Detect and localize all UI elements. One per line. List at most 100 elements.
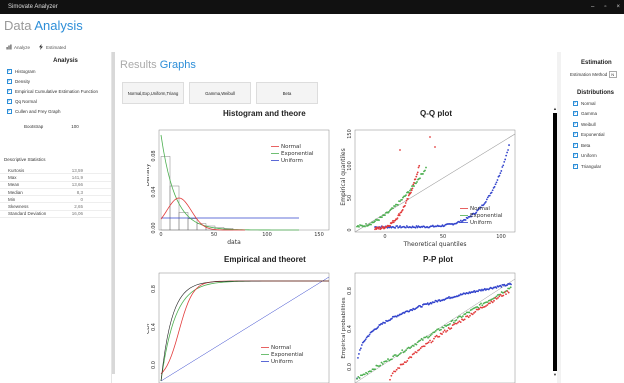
- checkbox-check-icon[interactable]: ✓: [573, 162, 578, 169]
- checkbox-check-icon[interactable]: ✓: [7, 87, 12, 94]
- dist-uniform[interactable]: ✓ Uniform: [573, 151, 624, 162]
- maximize-button[interactable]: ▫: [604, 4, 607, 10]
- option-ecdf[interactable]: ✓ Empirical Cumulative Estimation Functio…: [7, 86, 111, 96]
- histogram-plot: 0 50 100 150 0.00 0.04 0.08 data Density NormalEx…: [147, 129, 330, 246]
- pp-normal-point: [446, 329, 449, 332]
- pp-uniform-point: [506, 284, 509, 287]
- results-scrollbar[interactable]: [553, 113, 557, 371]
- option-cullen-frey[interactable]: ✓ Cullen and Frey Graph: [7, 106, 111, 116]
- qq-normal-point: [407, 194, 410, 197]
- pp-normal-point: [441, 333, 443, 335]
- qq-plot-title: Q-Q plot: [420, 109, 452, 118]
- lightning-icon: [39, 44, 44, 50]
- pp-normal-point: [486, 304, 489, 306]
- qq-uniform-point: [478, 207, 481, 210]
- option-density[interactable]: ✓ Density: [7, 76, 111, 86]
- pp-normal-point: [417, 349, 419, 352]
- close-button[interactable]: ×: [616, 4, 620, 10]
- qq-uniform-point: [415, 225, 418, 227]
- pp-exponential-point: [476, 306, 479, 308]
- stat-row: Mean 13,66: [0, 182, 111, 189]
- scroll-down-icon[interactable]: ▼: [553, 372, 557, 377]
- estimation-heading: Estimation: [581, 60, 612, 66]
- pp-exponential-point: [427, 336, 429, 339]
- checkbox-check-icon[interactable]: ✓: [7, 67, 12, 74]
- y-tick-label: 50: [347, 195, 353, 201]
- pp-exponential-point: [431, 333, 433, 335]
- qq-uniform-point: [459, 219, 462, 222]
- tab-beta[interactable]: Beta: [256, 82, 318, 104]
- minimize-button[interactable]: –: [591, 4, 595, 10]
- tab-gamma-weibull[interactable]: Gamma,Weibull: [189, 82, 251, 104]
- pp-normal-point: [490, 300, 493, 303]
- dist-weibull[interactable]: ✓ Weibull: [573, 119, 624, 130]
- bootstrap-row: Bootstrap 100: [24, 124, 111, 129]
- pp-exponential-point: [380, 361, 383, 364]
- pp-exponential-point: [437, 328, 440, 330]
- dist-normal[interactable]: ✓ Normal: [573, 98, 624, 109]
- checkbox-check-icon[interactable]: ✓: [573, 110, 578, 117]
- pp-normal-point: [430, 341, 433, 344]
- qq-exponential-point: [384, 214, 386, 216]
- pp-normal-point: [423, 345, 426, 348]
- tab-normal-exp-uniform-triang[interactable]: Normal,Exp,Uniform,Triang: [122, 82, 184, 104]
- qq-exponential-point: [388, 210, 390, 213]
- option-qq-normal[interactable]: ✓ Qq Normal: [7, 96, 111, 106]
- pp-exponential-point: [485, 301, 488, 304]
- pp-exponential-point: [447, 323, 450, 326]
- pp-exponential-point: [478, 303, 481, 306]
- dist-gamma[interactable]: ✓ Gamma: [573, 109, 624, 120]
- pp-normal-point: [427, 341, 430, 344]
- pp-exponential-point: [402, 351, 405, 354]
- distribution-options: ✓ Normal ✓ Gamma ✓ Weibull ✓ Exponential ✓ Be…: [561, 98, 624, 172]
- estimation-method-select[interactable]: N: [609, 71, 618, 78]
- results-area: Results Graphs Normal,Exp,Uniform,Triang…: [117, 52, 557, 383]
- qq-outlier-point: [399, 149, 401, 151]
- checkbox-check-icon[interactable]: ✓: [573, 131, 578, 138]
- checkbox-check-icon[interactable]: ✓: [573, 152, 578, 159]
- bootstrap-input[interactable]: 100: [71, 124, 79, 129]
- dist-beta[interactable]: ✓ Beta: [573, 140, 624, 151]
- qq-exponential-point: [394, 205, 396, 208]
- analyze-button[interactable]: Analyze: [6, 44, 30, 50]
- qq-normal-point: [414, 178, 417, 181]
- pp-normal-point: [505, 293, 507, 296]
- checkbox-check-icon[interactable]: ✓: [7, 97, 12, 104]
- qq-plot: 0 50 100 0 50 100 150 Theoretical quantiles Empi…: [340, 129, 516, 248]
- y-tick-label: 0.8: [151, 285, 157, 293]
- pp-normal-point: [503, 291, 506, 294]
- qq-exponential-point: [415, 182, 417, 185]
- scroll-up-icon[interactable]: ▲: [553, 106, 557, 111]
- pp-exponential-point: [434, 330, 437, 332]
- cdf-plot-title: Empirical and theoret: [224, 255, 306, 264]
- qq-uniform-point: [508, 144, 510, 146]
- checkbox-check-icon[interactable]: ✓: [573, 141, 578, 148]
- pp-exponential-point: [397, 354, 400, 357]
- qq-uniform-point: [475, 211, 478, 214]
- qq-normal-point: [391, 221, 394, 224]
- pp-exponential-point: [371, 368, 374, 371]
- dist-exponential[interactable]: ✓ Exponential: [573, 130, 624, 141]
- dist-triangular[interactable]: ✓ Triangular: [573, 161, 624, 172]
- pp-exponential-point: [509, 286, 512, 289]
- checkbox-check-icon[interactable]: ✓: [573, 120, 578, 127]
- stat-label: Min: [8, 196, 16, 202]
- estimated-button[interactable]: Estimated: [38, 44, 66, 50]
- option-histogram[interactable]: ✓ Histogram: [7, 66, 111, 76]
- left-splitter[interactable]: [112, 52, 115, 374]
- qq-uniform-point: [505, 154, 508, 157]
- cdf-legend-label: Normal: [271, 345, 291, 351]
- cdf-frame: [158, 272, 330, 383]
- stat-value: 0: [80, 196, 83, 202]
- checkbox-check-icon[interactable]: ✓: [7, 77, 12, 84]
- qq-normal-point: [374, 228, 376, 231]
- pp-exponential-point: [374, 368, 376, 371]
- stats-table: Kurtosis 13,59 Max 141,9 Mean 13,66 Median 8…: [0, 167, 111, 219]
- pp-exponential-point: [356, 377, 358, 380]
- right-splitter[interactable]: [557, 52, 561, 383]
- qq-uniform-point: [396, 225, 399, 227]
- checkbox-check-icon[interactable]: ✓: [7, 107, 12, 114]
- checkbox-check-icon[interactable]: ✓: [573, 99, 578, 106]
- qq-normal-point: [411, 187, 414, 190]
- pp-exponential-point: [388, 359, 391, 362]
